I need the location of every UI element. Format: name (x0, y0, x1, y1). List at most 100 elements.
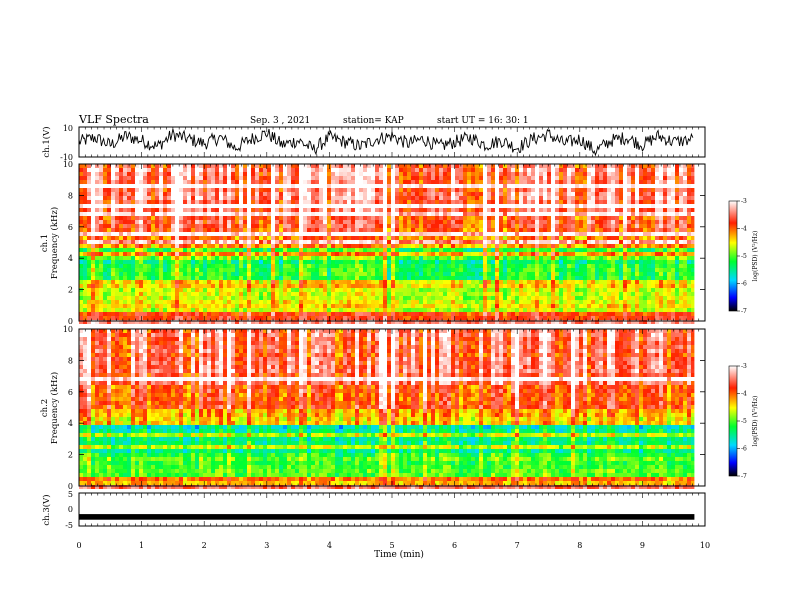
spectrogram-cell (283, 164, 287, 168)
spectrogram-cell (639, 276, 643, 280)
spectrogram-cell (147, 228, 151, 232)
spectrogram-cell (407, 212, 411, 216)
spectrogram-cell (387, 200, 391, 204)
spectrogram-cell (599, 212, 603, 216)
spectrogram-cell (287, 248, 291, 252)
spectrogram-cell (347, 268, 351, 272)
spectrogram-cell (607, 284, 611, 288)
spectrogram-cell (559, 236, 563, 240)
spectrogram-cell (87, 228, 91, 232)
spectrogram-cell (555, 244, 559, 248)
spectrogram-cell (175, 176, 179, 180)
spectrogram-cell (155, 256, 159, 260)
spectrogram-cell (375, 176, 379, 180)
spectrogram-cell (239, 284, 243, 288)
spectrogram-cell (351, 244, 355, 248)
spectrogram-cell (431, 244, 435, 248)
spectrogram-cell (331, 248, 335, 252)
spectrogram-cell (219, 216, 223, 220)
spectrogram-cell (639, 252, 643, 256)
spectrogram-cell (239, 256, 243, 260)
spectrogram-cell (647, 196, 651, 200)
spectrogram-cell (275, 248, 279, 252)
spectrogram-cell (263, 248, 267, 252)
spectrogram-cell (151, 240, 155, 244)
spectrogram-cell (79, 204, 83, 208)
spectrogram-cell (83, 232, 87, 236)
spectrogram-cell (543, 196, 547, 200)
spectrogram-cell (203, 200, 207, 204)
spectrogram-cell (367, 228, 371, 232)
spectrogram-cell (379, 240, 383, 244)
spectrogram-cell (323, 248, 327, 252)
spectrogram-cell (363, 280, 367, 284)
spectrogram-cell (175, 164, 179, 168)
spectrogram-cell (535, 272, 539, 276)
spectrogram-cell (315, 188, 319, 192)
spectrogram-cell (491, 224, 495, 228)
spectrogram-cell (403, 164, 407, 168)
spectrogram-cell (683, 224, 687, 228)
spectrogram-cell (135, 228, 139, 232)
spectrogram-cell (587, 248, 591, 252)
spectrogram-cell (111, 268, 115, 272)
spectrogram-cell (315, 200, 319, 204)
spectrogram-cell (355, 288, 359, 292)
spectrogram-cell (471, 264, 475, 268)
spectrogram-cell (487, 260, 491, 264)
spectrogram-cell (599, 228, 603, 232)
spectrogram-cell (599, 288, 603, 292)
spectrogram-cell (211, 276, 215, 280)
spectrogram-cell (115, 248, 119, 252)
spectrogram-cell (295, 204, 299, 208)
spectrogram-cell (387, 204, 391, 208)
spectrogram-cell (619, 224, 623, 228)
spectrogram-cell (251, 256, 255, 260)
spectrogram-cell (147, 292, 151, 296)
spectrogram-cell (527, 228, 531, 232)
spectrogram-cell (639, 232, 643, 236)
spectrogram-cell (171, 260, 175, 264)
spectrogram-cell (367, 212, 371, 216)
spectrogram-cell (399, 244, 403, 248)
spectrogram-cell (387, 280, 391, 284)
spectrogram-cell (451, 256, 455, 260)
spectrogram-cell (643, 168, 647, 172)
spectrogram-cell (463, 180, 467, 184)
spectrogram-cell (419, 236, 423, 240)
spectrogram-cell (639, 288, 643, 292)
spectrogram-cell (631, 268, 635, 272)
spectrogram-cell (627, 236, 631, 240)
spectrogram-cell (519, 176, 523, 180)
spectrogram-cell (275, 204, 279, 208)
spectrogram-cell (271, 176, 275, 180)
spectrogram-cell (423, 252, 427, 256)
spectrogram-cell (203, 184, 207, 188)
spectrogram-cell (119, 252, 123, 256)
spectrogram-cell (643, 264, 647, 268)
spectrogram-cell (343, 256, 347, 260)
spectrogram-cell (507, 220, 511, 224)
spectrogram-cell (259, 204, 263, 208)
spectrogram-cell (315, 220, 319, 224)
spectrogram-cell (447, 236, 451, 240)
spectrogram-cell (563, 248, 567, 252)
spectrogram-cell (591, 264, 595, 268)
spectrogram-cell (207, 176, 211, 180)
spectrogram-cell (567, 168, 571, 172)
ch1-ytick-bottom: -10 (60, 153, 73, 162)
spectrogram-cell (155, 228, 159, 232)
spectrogram-cell (95, 168, 99, 172)
spectrogram-cell (679, 220, 683, 224)
spectrogram-cell (435, 176, 439, 180)
spectrogram-cell (163, 168, 167, 172)
spectrogram-cell (531, 208, 535, 212)
spectrogram-cell (639, 280, 643, 284)
spectrogram-cell (511, 220, 515, 224)
spectrogram-cell (323, 280, 327, 284)
spectrogram-cell (287, 256, 291, 260)
spectrogram-cell (523, 216, 527, 220)
spectrogram-cell (599, 180, 603, 184)
spectrogram-cell (507, 184, 511, 188)
spectrogram-cell (111, 192, 115, 196)
